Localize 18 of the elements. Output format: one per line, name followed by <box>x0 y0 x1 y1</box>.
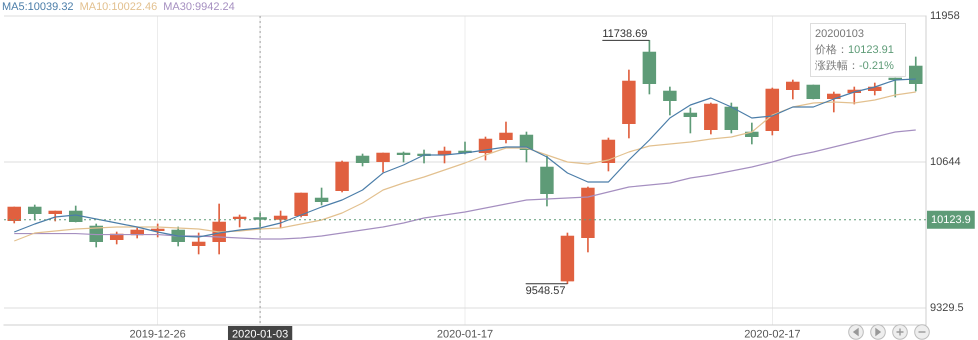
x-tick-label: 2020-02-17 <box>744 328 800 340</box>
x-tick-label: 2020-01-17 <box>436 328 494 340</box>
x-tick-label: 2019-12-26 <box>130 328 186 340</box>
annotation: 9548.57 <box>526 285 566 298</box>
annotation: 20200103 <box>815 27 865 42</box>
ref-line-label: 10123.9 <box>931 214 971 226</box>
y-tick-label: 9329.5 <box>930 302 964 314</box>
candlestick <box>314 188 328 206</box>
annotation: 涨跌幅：-0.21% <box>815 59 895 74</box>
text: MA30:9942.24 <box>163 1 235 13</box>
candlestick <box>396 152 410 162</box>
y-tick-label: 10644 <box>930 156 961 168</box>
text: MA5:10039.32 <box>2 1 74 13</box>
annotation: 价格：10123.91 <box>815 43 895 58</box>
annotation: 11738.69 <box>602 28 648 40</box>
text: MA10:10022.46 <box>80 1 158 13</box>
x-tick-label: 2020-01-03 <box>232 328 288 340</box>
y-tick-label: 11958 <box>930 10 960 22</box>
